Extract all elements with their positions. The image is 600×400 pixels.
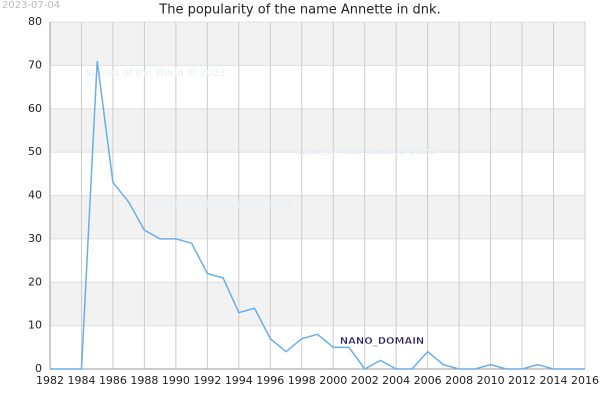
grid-band <box>50 195 585 239</box>
x-tick-label: 2008 <box>445 374 473 387</box>
x-tick-label: 2006 <box>414 374 442 387</box>
x-tick-label: 1996 <box>256 374 284 387</box>
x-tick-label: 1998 <box>288 374 316 387</box>
y-tick-label: 40 <box>28 189 42 202</box>
x-tick-label: 1988 <box>130 374 158 387</box>
y-tick-label: 70 <box>28 58 42 71</box>
x-tick-label: 2004 <box>382 374 410 387</box>
domain-label: NANO_DOMAIN <box>340 336 425 347</box>
x-tick-label: 2002 <box>351 374 379 387</box>
x-tick-label: 2012 <box>508 374 536 387</box>
x-tick-label: 2010 <box>477 374 505 387</box>
x-tick-label: 1992 <box>193 374 221 387</box>
y-tick-label: 0 <box>35 362 42 375</box>
grid-band <box>50 22 585 66</box>
y-tick-label: 20 <box>28 275 42 288</box>
x-tick-label: 1990 <box>162 374 190 387</box>
x-tick-label: 1982 <box>36 374 64 387</box>
y-tick-label: 30 <box>28 232 42 245</box>
y-tick-label: 50 <box>28 145 42 158</box>
y-tick-label: 10 <box>28 319 42 332</box>
x-tick-label: 2014 <box>540 374 568 387</box>
y-tick-label: 80 <box>28 15 42 28</box>
chart-title: The popularity of the name Annette in dn… <box>158 3 440 18</box>
x-tick-label: 1984 <box>67 374 95 387</box>
x-tick-label: 2000 <box>319 374 347 387</box>
watermark: Names of the World © 2023 <box>295 147 436 158</box>
x-tick-label: 2016 <box>571 374 599 387</box>
x-tick-label: 1994 <box>225 374 253 387</box>
x-tick-label: 1986 <box>99 374 127 387</box>
y-tick-label: 60 <box>28 102 42 115</box>
date-stamp: 2023-07-04 <box>2 0 60 11</box>
grid-band <box>50 108 585 153</box>
watermark: Names of the World © 2023 <box>152 200 293 211</box>
watermark: Names of the World © 2023 <box>85 68 226 79</box>
data-line <box>50 60 585 370</box>
grid-band <box>50 282 585 326</box>
